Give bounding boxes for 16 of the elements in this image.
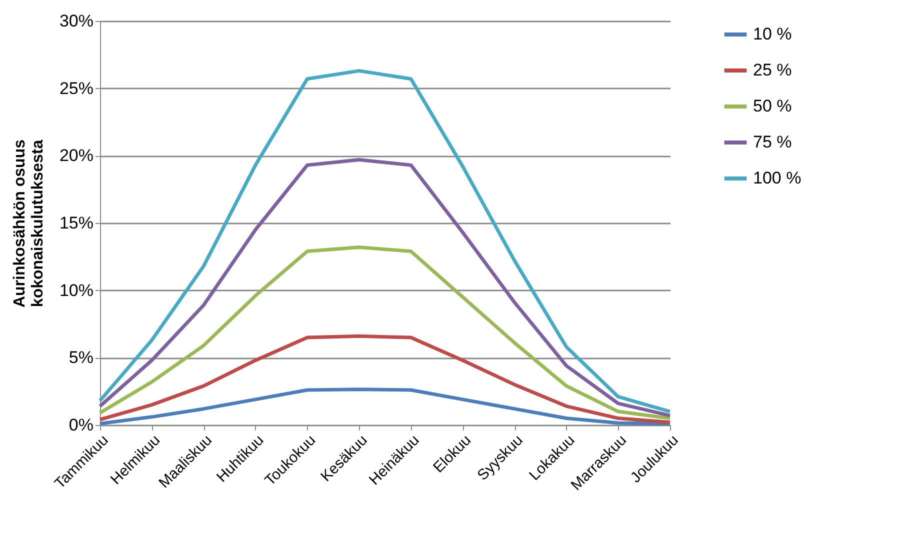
y-tick-label: 30% bbox=[59, 12, 94, 30]
y-axis-title: Aurinkosähkön osuus kokonaiskulutuksesta bbox=[11, 139, 46, 308]
legend-label: 75 % bbox=[753, 132, 792, 152]
y-tick-label: 10% bbox=[59, 280, 94, 300]
legend-label: 25 % bbox=[753, 60, 792, 80]
line-series bbox=[98, 158, 672, 418]
y-tick-label: 25% bbox=[59, 78, 94, 98]
line-series bbox=[98, 69, 672, 414]
legend-label: 50 % bbox=[753, 96, 792, 116]
y-tick-label: 5% bbox=[68, 348, 94, 368]
y-tick-label: 15% bbox=[59, 214, 94, 232]
y-tick-label: 0% bbox=[68, 416, 94, 434]
line-series bbox=[98, 245, 672, 420]
legend-label: 100 % bbox=[753, 168, 802, 188]
y-tick-label: 20% bbox=[59, 146, 94, 166]
legend-label: 10 % bbox=[753, 24, 792, 44]
